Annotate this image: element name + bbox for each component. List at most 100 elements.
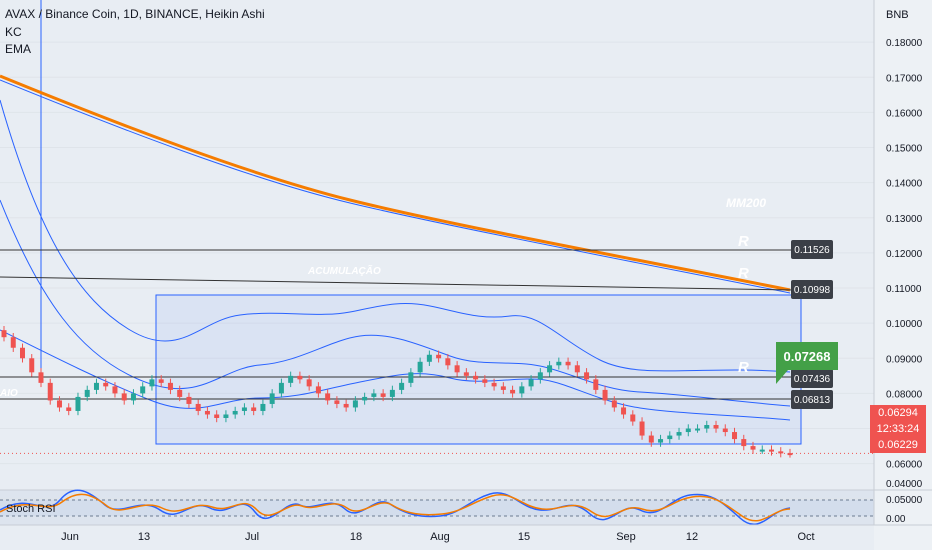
candle[interactable] <box>75 396 81 411</box>
candle[interactable] <box>556 361 562 366</box>
annotation-r3[interactable]: R <box>738 359 749 376</box>
candle[interactable] <box>371 393 377 397</box>
annotation-acumulacao[interactable]: ACUMULAÇÃO <box>307 264 381 277</box>
level-label-2[interactable]: 0.10998 <box>791 280 833 299</box>
last-price-badge[interactable]: 0.06294 <box>870 405 926 421</box>
candle[interactable] <box>84 389 90 397</box>
candle[interactable] <box>408 372 414 383</box>
candle[interactable] <box>565 361 571 366</box>
candles-layer[interactable] <box>1 325 793 458</box>
candle[interactable] <box>362 396 368 401</box>
candle[interactable] <box>112 386 118 394</box>
candle[interactable] <box>251 407 257 411</box>
candle[interactable] <box>547 365 553 373</box>
candle[interactable] <box>473 375 479 380</box>
candle[interactable] <box>380 393 386 397</box>
candle[interactable] <box>204 410 210 415</box>
accumulation-box[interactable] <box>155 294 802 445</box>
candle[interactable] <box>602 389 608 401</box>
candle[interactable] <box>445 358 451 366</box>
candle[interactable] <box>667 435 673 440</box>
candle[interactable] <box>759 449 765 452</box>
candle[interactable] <box>130 393 136 401</box>
level-label-3[interactable]: 0.07436 <box>791 369 833 388</box>
candle[interactable] <box>769 449 775 452</box>
annotation-r1[interactable]: R <box>738 233 749 250</box>
candle[interactable] <box>38 372 44 383</box>
stoch-rsi-label[interactable]: Stoch RSI <box>6 503 56 515</box>
candle[interactable] <box>167 382 173 390</box>
candle[interactable] <box>695 428 701 431</box>
candle[interactable] <box>537 372 543 380</box>
keltner-upper[interactable] <box>0 99 791 373</box>
candle[interactable] <box>278 382 284 394</box>
candle[interactable] <box>232 410 238 415</box>
candle[interactable] <box>722 428 728 433</box>
candle[interactable] <box>103 382 109 387</box>
candle[interactable] <box>750 446 756 450</box>
candle[interactable] <box>454 365 460 373</box>
candle[interactable] <box>611 400 617 408</box>
candle[interactable] <box>140 386 146 394</box>
candle[interactable] <box>593 379 599 390</box>
candle[interactable] <box>260 403 266 411</box>
candle[interactable] <box>482 379 488 383</box>
candle[interactable] <box>426 354 432 362</box>
annotation-mm200[interactable]: MM200 <box>726 196 766 210</box>
candle[interactable] <box>713 425 719 429</box>
candle[interactable] <box>621 407 627 415</box>
candle[interactable] <box>648 435 654 443</box>
candle[interactable] <box>306 379 312 387</box>
candle[interactable] <box>334 400 340 404</box>
candle[interactable] <box>288 375 294 383</box>
candle[interactable] <box>500 386 506 390</box>
indicator-ema[interactable]: EMA <box>5 42 32 56</box>
candle[interactable] <box>584 372 590 380</box>
candle[interactable] <box>269 393 275 404</box>
candle[interactable] <box>399 382 405 390</box>
candle[interactable] <box>214 414 220 418</box>
candle[interactable] <box>56 400 62 408</box>
candle[interactable] <box>121 393 127 401</box>
candle[interactable] <box>29 358 35 373</box>
candle[interactable] <box>66 407 72 411</box>
candle[interactable] <box>491 382 497 387</box>
candle[interactable] <box>519 386 525 394</box>
keltner-lower[interactable] <box>0 329 791 421</box>
candle[interactable] <box>343 403 349 408</box>
candle[interactable] <box>195 403 201 411</box>
indicator-kc[interactable]: KC <box>5 25 22 39</box>
candle[interactable] <box>463 372 469 376</box>
stoch-d-line[interactable] <box>0 493 791 522</box>
candle[interactable] <box>574 365 580 373</box>
candle[interactable] <box>19 347 25 359</box>
candle[interactable] <box>639 421 645 436</box>
candle[interactable] <box>149 379 155 387</box>
candle[interactable] <box>1 330 7 338</box>
candle[interactable] <box>436 354 442 359</box>
candle[interactable] <box>10 337 16 348</box>
low-price-badge[interactable]: 0.06229 <box>870 437 926 453</box>
candle[interactable] <box>658 439 664 443</box>
candle[interactable] <box>685 428 691 433</box>
candle[interactable] <box>732 432 738 440</box>
candle[interactable] <box>177 389 183 397</box>
candle[interactable] <box>315 386 321 394</box>
candle[interactable] <box>741 439 747 447</box>
candle[interactable] <box>47 382 53 401</box>
candle[interactable] <box>158 379 164 383</box>
candle[interactable] <box>704 425 710 429</box>
candle[interactable] <box>778 451 784 454</box>
chart-title[interactable]: AVAX / Binance Coin, 1D, BINANCE, Heikin… <box>5 7 265 21</box>
candle[interactable] <box>241 407 247 411</box>
level-label-1[interactable]: 0.11526 <box>791 240 833 259</box>
candle[interactable] <box>787 453 793 456</box>
candle[interactable] <box>325 393 331 401</box>
annotation-r2[interactable]: R <box>738 265 749 282</box>
candle[interactable] <box>93 382 99 390</box>
candle[interactable] <box>528 379 534 387</box>
annotation-left-cut[interactable]: AIO <box>0 388 18 399</box>
level-label-4[interactable]: 0.06813 <box>791 390 833 409</box>
candle[interactable] <box>630 414 636 422</box>
